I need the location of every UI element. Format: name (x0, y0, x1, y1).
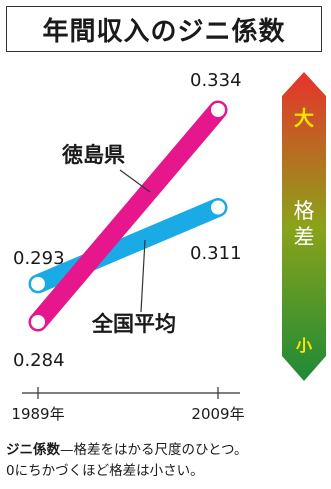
chart-title: 年間収入のジニ係数 (42, 16, 286, 47)
scale-top-label: 大 (294, 106, 314, 130)
leader-line (119, 169, 151, 193)
series-label: 徳島県 (61, 143, 125, 167)
footnote-definition: —格差をはかる尺度のひとつ。 (60, 442, 248, 458)
data-point (211, 200, 225, 215)
scale-label-char: 差 (294, 225, 315, 249)
data-point (31, 276, 45, 291)
data-label: 0.284 (13, 350, 65, 371)
data-label: 0.334 (190, 70, 242, 91)
data-point (31, 315, 45, 329)
leader-line (140, 239, 146, 313)
x-tick-label: 1989年 (11, 405, 64, 423)
footnote-line-2: 0にちかづくほど格差は小さい。 (6, 463, 204, 479)
footnote: ジニ係数—格差をはかる尺度のひとつ。 0にちかづくほど格差は小さい。 (6, 440, 328, 482)
data-label: 0.311 (190, 243, 242, 264)
footnote-line-1: ジニ係数—格差をはかる尺度のひとつ。 (6, 440, 328, 461)
title-box: 年間収入のジニ係数 (6, 6, 322, 52)
gap-scale-bar (282, 72, 326, 381)
scale-bottom-label: 小 (296, 336, 312, 355)
scale-label-char: 格 (294, 199, 315, 223)
data-point (211, 103, 225, 117)
series-line (28, 198, 228, 294)
x-tick-label: 2009年 (191, 405, 244, 423)
footnote-term: ジニ係数 (6, 442, 60, 458)
series-line (28, 100, 228, 332)
series-label: 全国平均 (91, 312, 176, 336)
data-label: 0.293 (13, 248, 65, 269)
